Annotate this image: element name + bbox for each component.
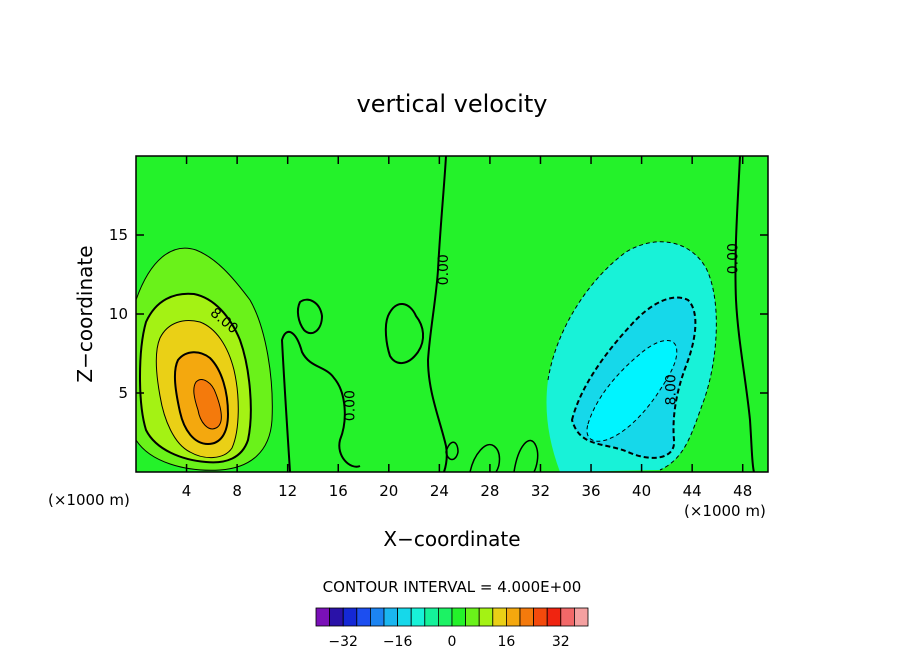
colorbar-swatch xyxy=(492,607,507,627)
contour-line-neg-8 xyxy=(570,296,697,459)
contour-interval-label: CONTOUR INTERVAL = 4.000E+00 xyxy=(323,578,582,596)
colorbar-swatch xyxy=(546,607,562,627)
x-tick-label: 20 xyxy=(379,482,398,500)
colorbar-tick-label: −32 xyxy=(328,634,358,650)
x-tick-label: 36 xyxy=(581,482,600,500)
zero-line-5 xyxy=(734,156,755,472)
x-tick-label: 40 xyxy=(632,482,651,500)
colorbar-swatch xyxy=(505,607,521,627)
chart-title: vertical velocity xyxy=(357,90,548,118)
x-tick-label: 24 xyxy=(430,482,449,500)
colorbar-swatch xyxy=(478,607,494,627)
zero-line-6 xyxy=(469,443,501,472)
y-tick-label: 15 xyxy=(109,226,128,244)
colorbar-tick-label: 0 xyxy=(448,634,457,650)
x-tick-label: 16 xyxy=(329,482,348,500)
fill-level-pos-20 xyxy=(193,379,222,429)
y-tick-label: 5 xyxy=(118,384,128,402)
x-tick-label: 8 xyxy=(232,482,242,500)
colorbar-swatch xyxy=(533,607,548,627)
x-tick-label: 4 xyxy=(182,482,192,500)
y-axis-label: Z−coordinate xyxy=(73,245,97,382)
contour-label: 8.00 xyxy=(664,374,680,405)
contour-line-16 xyxy=(173,351,230,446)
colorbar-swatch xyxy=(465,607,480,627)
x-tick-label: 44 xyxy=(683,482,702,500)
colorbar-swatch xyxy=(519,607,535,627)
colorbar-swatch xyxy=(410,607,426,627)
x-unit-right: (×1000 m) xyxy=(684,502,766,520)
contour-line-20 xyxy=(193,379,222,430)
colorbar-swatch xyxy=(424,607,439,627)
fill-level-neg-12 xyxy=(586,340,677,442)
colorbar-tick-label: 32 xyxy=(552,634,570,650)
contour-line-12 xyxy=(155,320,239,458)
zero-line-7 xyxy=(513,439,539,472)
colorbar-swatch xyxy=(560,607,575,627)
x-tick-label: 48 xyxy=(733,482,752,500)
zero-line-8 xyxy=(445,441,459,461)
colorbar-tick-label: 16 xyxy=(497,634,515,650)
contour-lines xyxy=(136,156,755,472)
colorbar-swatch xyxy=(315,607,331,627)
colorbar-swatch xyxy=(329,607,344,627)
colorbar-swatch xyxy=(369,607,385,627)
colorbar-tick-label: −16 xyxy=(383,634,413,650)
colorbar-swatch xyxy=(342,607,358,627)
zero-line-4 xyxy=(384,303,424,364)
colorbar-swatch xyxy=(397,607,412,627)
contour-label: 0.00 xyxy=(726,243,742,274)
x-tick-label: 28 xyxy=(480,482,499,500)
x-tick-label: 12 xyxy=(278,482,297,500)
contour-label: 0.00 xyxy=(436,254,452,285)
colorbar-swatch xyxy=(383,607,399,627)
x-tick-label: 32 xyxy=(531,482,550,500)
y-tick-label: 10 xyxy=(109,305,128,323)
colorbar-swatch xyxy=(356,607,371,627)
x-unit-left: (×1000 m) xyxy=(48,491,130,509)
colorbar-swatch xyxy=(451,607,467,627)
colorbar: −32 −16 0 16 32 xyxy=(315,607,589,650)
contour-line-8 xyxy=(139,292,252,464)
colorbar-swatch xyxy=(574,607,589,627)
y-axis: 5 10 15 xyxy=(109,226,768,402)
contour-label: 0.00 xyxy=(343,390,359,421)
contour-line-neg-12 xyxy=(586,339,678,442)
contour-line-4 xyxy=(136,247,273,471)
zero-line-1 xyxy=(280,330,361,472)
colorbar-swatch xyxy=(437,607,453,627)
x-axis-label: X−coordinate xyxy=(383,527,520,551)
x-axis: 4 8 12 16 20 24 28 32 36 40 44 48 xyxy=(182,156,752,500)
zero-line-2 xyxy=(296,298,324,335)
